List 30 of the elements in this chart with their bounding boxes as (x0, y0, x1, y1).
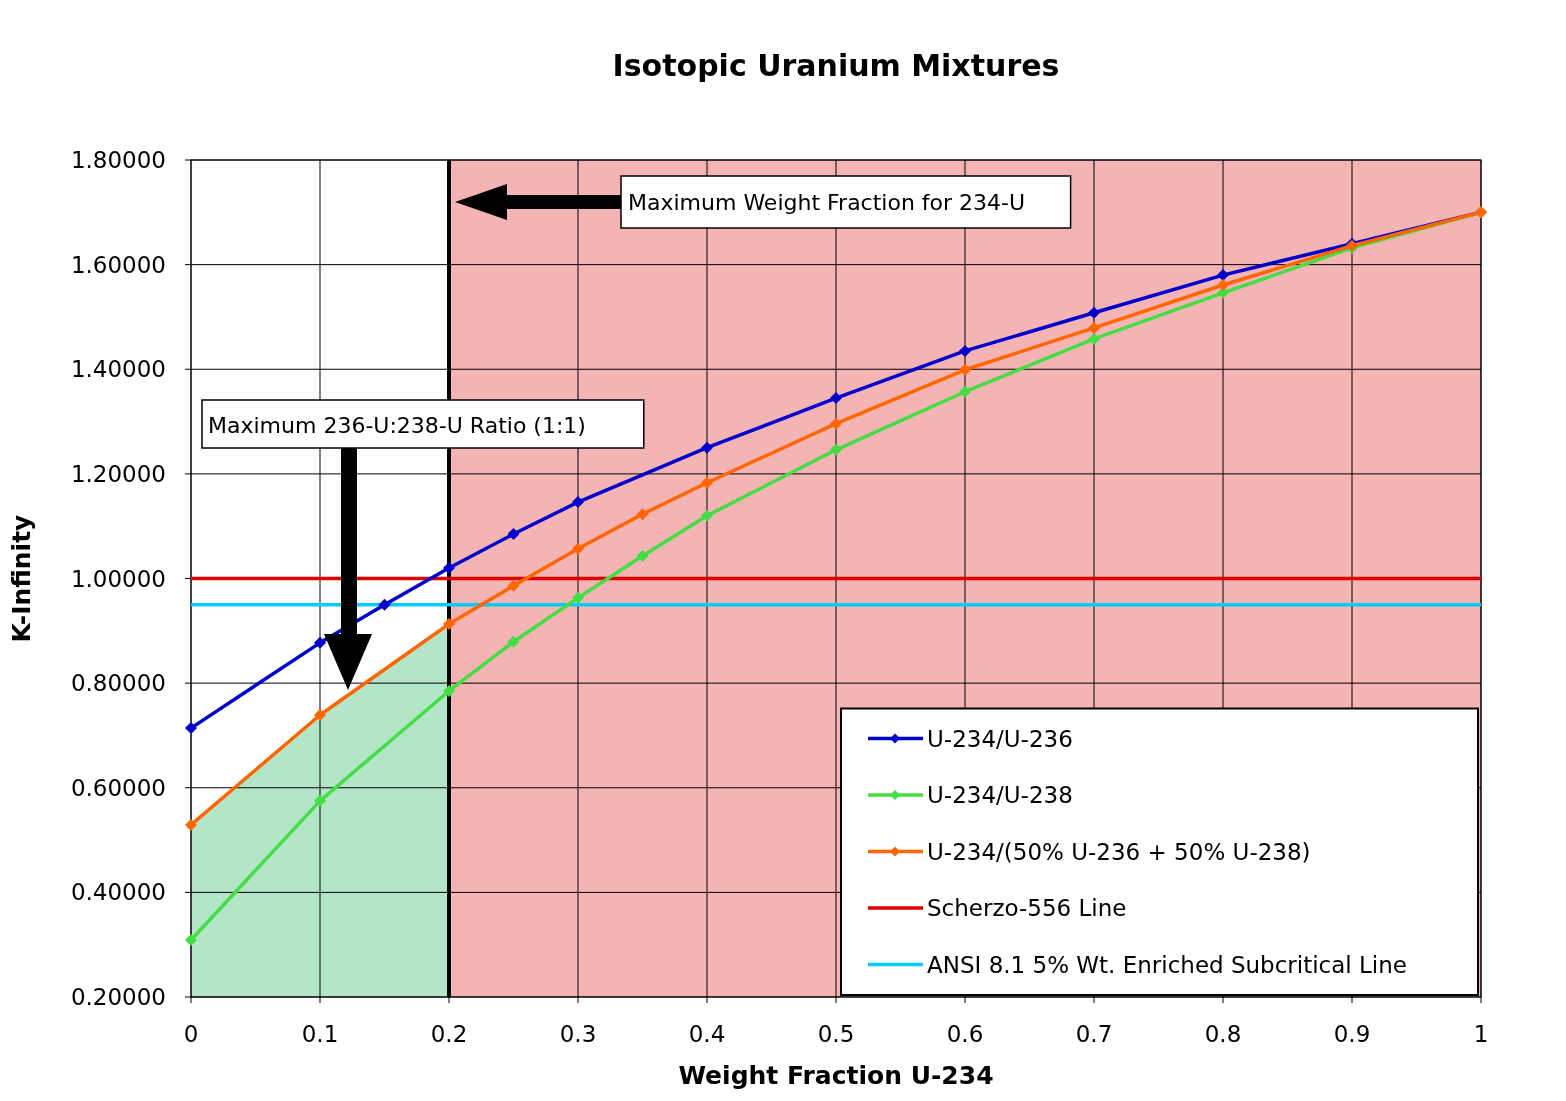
legend-label: Scherzo-556 Line (927, 895, 1127, 921)
annotation: Maximum 236-U:238-U Ratio (1:1) (208, 413, 586, 438)
x-axis-title: Weight Fraction U-234 (678, 1061, 994, 1090)
y-tick-label: 1.60000 (70, 251, 166, 278)
x-tick-label: 0 (183, 1021, 199, 1047)
x-tick-label: 0.4 (688, 1021, 726, 1047)
legend-label: U-234/U-236 (927, 725, 1073, 752)
y-tick-label: 0.80000 (70, 670, 166, 697)
legend-label: ANSI 8.1 5% Wt. Enriched Subcritical Line (927, 951, 1407, 978)
y-axis-title: K-Infinity (7, 514, 36, 643)
annotation: Maximum Weight Fraction for 234-U (628, 190, 1026, 215)
y-tick-label: 1.80000 (70, 147, 166, 173)
y-tick-label: 1.00000 (70, 565, 166, 592)
chart-title: Isotopic Uranium Mixtures (612, 48, 1060, 83)
y-tick-label: 0.20000 (70, 984, 166, 1010)
x-tick-label: 0.8 (1204, 1021, 1242, 1047)
x-tick-label: 1 (1473, 1021, 1489, 1047)
y-tick-label: 1.40000 (70, 356, 166, 383)
x-tick-label: 0.9 (1333, 1021, 1371, 1047)
y-tick-label: 0.60000 (70, 774, 166, 801)
legend-label: U-234/U-238 (927, 782, 1073, 808)
x-tick-label: 0.3 (559, 1021, 597, 1047)
y-tick-label: 1.20000 (70, 460, 166, 487)
x-tick-label: 0.5 (817, 1021, 855, 1047)
x-tick-label: 0.7 (1075, 1021, 1113, 1047)
x-tick-label: 0.1 (301, 1021, 339, 1047)
x-tick-label: 0.2 (430, 1021, 468, 1047)
x-tick-label: 0.6 (946, 1021, 984, 1047)
y-tick-label: 0.40000 (70, 879, 166, 906)
legend-label: U-234/(50% U-236 + 50% U-238) (927, 838, 1311, 865)
